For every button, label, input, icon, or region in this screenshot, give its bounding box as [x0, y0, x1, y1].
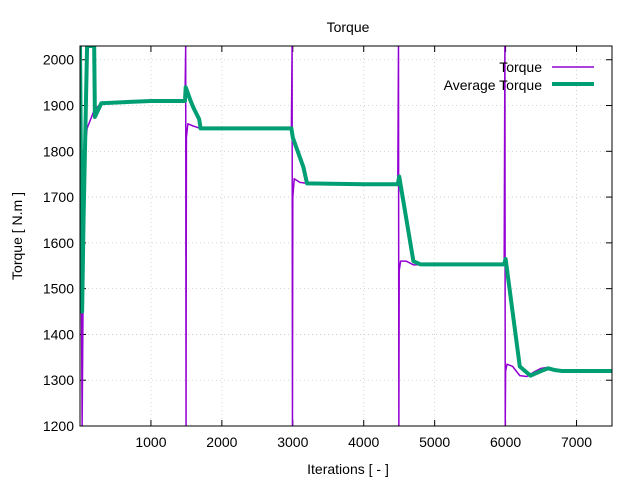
y-tick-label: 1600 — [43, 235, 74, 251]
legend: Torque Average Torque — [444, 59, 594, 93]
series-lines — [80, 46, 612, 426]
x-tick-label: 7000 — [561, 434, 592, 450]
series-line-average-torque — [80, 46, 612, 378]
y-tick-label: 1300 — [43, 372, 74, 388]
legend-label-average-torque: Average Torque — [444, 77, 543, 93]
x-tick-label: 1000 — [135, 434, 166, 450]
y-tick-label: 1400 — [43, 326, 74, 342]
x-tick-label: 4000 — [348, 434, 379, 450]
chart-title: Torque — [327, 19, 370, 35]
x-tick-label: 3000 — [277, 434, 308, 450]
legend-label-torque: Torque — [499, 59, 542, 75]
y-tick-label: 2000 — [43, 52, 74, 68]
y-tick-label: 1500 — [43, 281, 74, 297]
axis-ticks: 1000 2000 3000 4000 5000 6000 7000 1200 1300 1400… — [43, 46, 612, 450]
y-tick-label: 1900 — [43, 98, 74, 114]
x-axis-label: Iterations [ - ] — [307, 461, 389, 477]
y-axis-label: Torque [ N.m ] — [9, 192, 25, 280]
plot-border — [79, 45, 613, 427]
y-tick-label: 1200 — [43, 418, 74, 434]
y-tick-label: 1700 — [43, 189, 74, 205]
x-tick-label: 5000 — [419, 434, 450, 450]
x-tick-label: 2000 — [206, 434, 237, 450]
y-tick-label: 1800 — [43, 143, 74, 159]
x-tick-label: 6000 — [490, 434, 521, 450]
